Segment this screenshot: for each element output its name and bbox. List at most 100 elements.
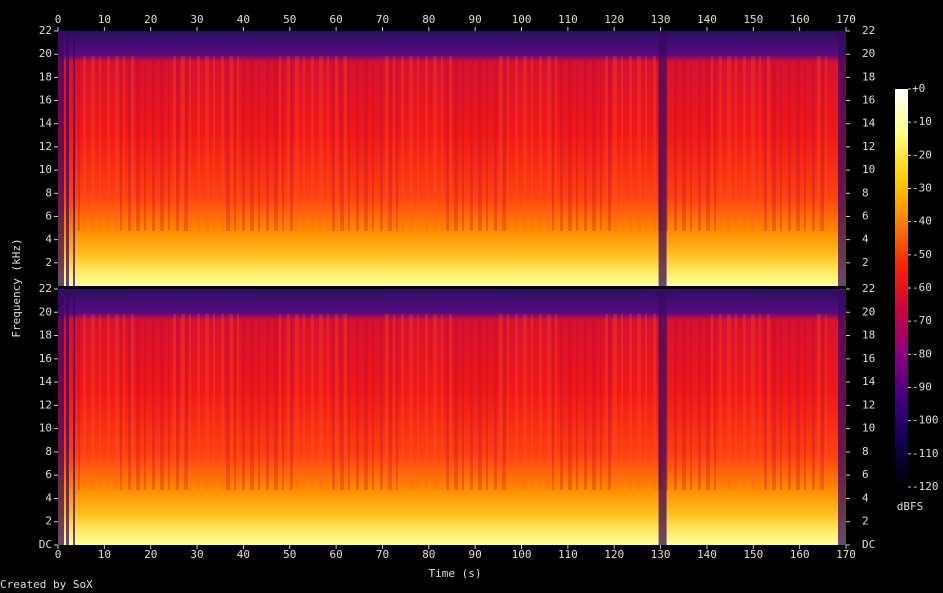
x-tick-label-top: 160: [790, 13, 810, 26]
texture: [396, 314, 398, 490]
x-tick-label-top: 120: [604, 13, 624, 26]
x-tick-label: 150: [743, 548, 763, 561]
texture: [796, 56, 800, 231]
texture: [335, 56, 338, 231]
texture: [356, 314, 359, 490]
x-tick-label: 10: [98, 548, 111, 561]
y-tick-label: 6: [45, 209, 52, 222]
texture: [499, 56, 503, 231]
texture: [91, 314, 95, 490]
y-tick-label: 4: [45, 233, 52, 246]
texture: [229, 314, 233, 490]
texture: [449, 56, 452, 231]
y-tick-label: 20: [39, 47, 52, 60]
texture: [189, 56, 191, 231]
texture: [653, 314, 656, 490]
texture: [804, 56, 806, 231]
texture: [311, 56, 314, 231]
colorbar-label: dBFS: [897, 500, 924, 513]
texture: [780, 56, 782, 231]
x-tick-label: 30: [190, 548, 203, 561]
y-tick-label-right: 18: [862, 329, 875, 342]
texture: [621, 314, 623, 490]
texture: [645, 314, 647, 490]
texture: [107, 56, 110, 231]
y-tick-label-right: 22: [862, 282, 875, 295]
texture: [592, 56, 596, 231]
texture: [295, 56, 299, 231]
texture: [417, 314, 419, 490]
texture: [605, 314, 608, 490]
texture: [812, 56, 815, 231]
texture: [772, 314, 776, 490]
texture: [242, 314, 245, 490]
texture: [242, 56, 245, 231]
texture: [568, 56, 572, 231]
texture: [449, 314, 452, 490]
texture: [136, 314, 140, 490]
texture: [266, 314, 269, 490]
colorbar-tick-label: -100: [912, 414, 939, 427]
texture: [547, 56, 551, 231]
texture: [290, 56, 293, 231]
colorbar-tick-label: -40: [912, 215, 932, 228]
x-tick-label-top: 0: [55, 13, 62, 26]
texture: [266, 56, 269, 231]
texture: [555, 314, 557, 490]
texture: [83, 56, 86, 231]
texture: [388, 314, 392, 490]
texture: [555, 56, 557, 231]
texture: [128, 314, 131, 490]
texture: [825, 314, 827, 490]
x-tick-label: 160: [790, 548, 810, 561]
texture: [123, 56, 125, 231]
colorbar-tick-label: -90: [912, 381, 932, 394]
texture: [348, 314, 350, 490]
texture: [682, 56, 686, 231]
colorbar-tick-label: -60: [912, 281, 932, 294]
x-tick-label: 100: [512, 548, 532, 561]
texture: [332, 56, 335, 231]
y-tick-label-right: DC: [862, 538, 875, 551]
colorbar-tick-label: -30: [912, 182, 932, 195]
texture: [817, 56, 821, 231]
texture: [385, 56, 389, 231]
y-tick-label-right: 16: [862, 352, 875, 365]
x-tick-label-top: 80: [422, 13, 435, 26]
x-tick-label: 70: [376, 548, 389, 561]
texture: [454, 56, 458, 231]
colorbar-tick-label: -20: [912, 148, 932, 161]
texture: [197, 56, 200, 231]
texture: [417, 56, 419, 231]
x-tick-label: 50: [283, 548, 296, 561]
colorbar-tick-label: +0: [912, 82, 925, 95]
texture: [727, 314, 731, 490]
texture: [303, 56, 305, 231]
texture: [470, 314, 473, 490]
y-tick-label-right: 2: [862, 256, 869, 269]
texture: [499, 314, 503, 490]
quiet-gap: [66, 31, 69, 286]
y-tick-label: 16: [39, 94, 52, 107]
texture: [825, 56, 827, 231]
texture: [698, 56, 701, 231]
texture: [719, 56, 722, 231]
x-tick-label: 40: [237, 548, 250, 561]
y-tick-label-right: 20: [862, 305, 875, 318]
x-tick-label-top: 130: [651, 13, 671, 26]
texture: [425, 56, 428, 231]
y-tick-label-right: 22: [862, 24, 875, 37]
y-tick-label-right: 18: [862, 70, 875, 83]
texture: [311, 314, 314, 490]
x-tick-label-top: 150: [743, 13, 763, 26]
x-tick-label-top: 140: [697, 13, 717, 26]
y-tick-label: 4: [45, 491, 52, 504]
texture: [99, 314, 101, 490]
colorbar-tick-label: -50: [912, 248, 932, 261]
texture: [83, 314, 86, 490]
texture: [796, 314, 800, 490]
y-tick-label-right: 10: [862, 422, 875, 435]
x-tick-label: 120: [604, 548, 624, 561]
texture: [181, 314, 185, 490]
